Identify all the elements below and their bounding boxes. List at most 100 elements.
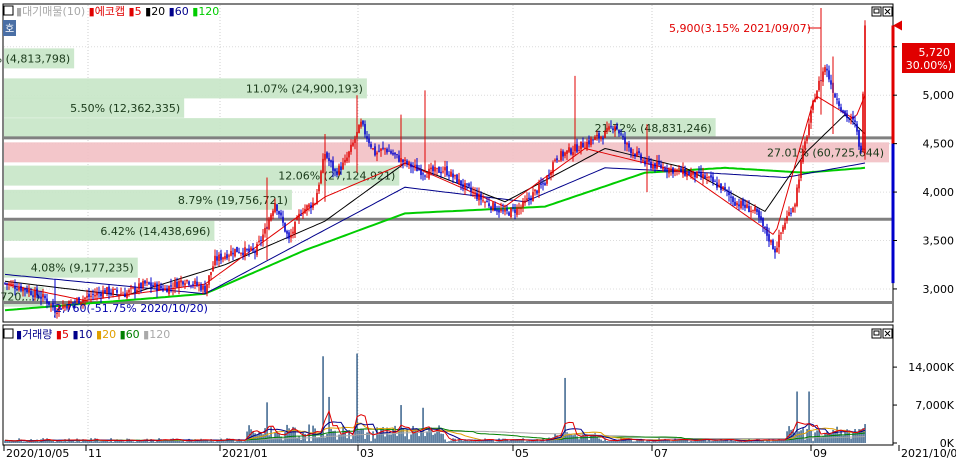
volume-bar-168 [340, 434, 342, 443]
candle-body-244 [492, 202, 494, 211]
candle-body-29 [62, 305, 64, 309]
panel-toggle-icon[interactable] [3, 5, 14, 16]
candle-body-379 [762, 218, 764, 227]
side-button[interactable]: 호 [3, 20, 16, 36]
volume-bar-74 [152, 440, 154, 443]
x-tick-label-1: 11 [88, 447, 102, 460]
candle-body-11 [26, 288, 28, 293]
volume-bar-296 [596, 437, 598, 443]
volume-bar-339 [682, 440, 684, 443]
candle-body-362 [728, 191, 730, 196]
volume-bar-114 [232, 438, 234, 443]
volume-bar-17 [38, 441, 40, 443]
volume-bar-236 [476, 441, 478, 443]
candle-body-205 [414, 164, 416, 166]
volume-bar-16 [36, 439, 38, 443]
volume-bar-286 [576, 436, 578, 443]
candle-body-300 [604, 130, 606, 138]
candle-body-97 [198, 285, 200, 287]
candle-body-287 [578, 150, 580, 152]
candle-body-320 [644, 160, 646, 165]
volume-bar-261 [526, 440, 528, 443]
side-button-box[interactable] [3, 20, 16, 36]
candle-body-89 [182, 281, 184, 285]
candle-body-104 [212, 266, 214, 272]
candle-body-194 [392, 152, 394, 155]
candle-body-116 [236, 246, 238, 253]
side-button-icon[interactable]: 호 [5, 23, 14, 35]
price-tick-label-3: 4,000 [923, 186, 955, 199]
volume-bar-215 [434, 433, 436, 443]
volume-bar-173 [350, 439, 352, 443]
volume-bar-363 [730, 438, 732, 443]
candle-body-49 [102, 290, 104, 298]
candle-body-412 [828, 70, 830, 80]
volume-bar-350 [704, 438, 706, 443]
price-window-buttons [871, 6, 893, 17]
volume-bar-419 [842, 435, 844, 443]
volume-legend-item-2: 10 [79, 328, 93, 341]
volume-bar-404 [812, 441, 814, 443]
volume-bar-357 [718, 440, 720, 443]
volume-bar-366 [736, 441, 738, 443]
price-legend-marker-2: ▮ [125, 5, 135, 18]
volume-bar-209 [422, 407, 424, 443]
volume-bar-175 [354, 425, 356, 443]
volume-bar-237 [478, 439, 480, 443]
volume-bar-344 [692, 441, 694, 443]
candle-body-171 [346, 157, 348, 162]
volume-bar-20 [44, 440, 46, 443]
volume-maximize-button[interactable] [871, 328, 882, 339]
volume-profile-bar-1 [4, 78, 367, 99]
candle-body-318 [640, 154, 642, 160]
volume-bar-93 [190, 439, 192, 443]
candle-body-307 [618, 130, 620, 134]
candle-body-0 [4, 282, 6, 284]
candle-body-51 [106, 287, 108, 294]
candle-body-360 [724, 187, 726, 190]
candle-body-238 [480, 193, 482, 200]
volume-bar-103 [210, 439, 212, 443]
volume-bar-399 [802, 428, 804, 443]
volume-bar-204 [412, 425, 414, 443]
volume-profile-bar-7 [4, 220, 215, 241]
candle-body-422 [848, 117, 850, 119]
candle-body-396 [796, 187, 798, 206]
volume-bar-73 [150, 439, 152, 443]
candle-body-145 [294, 221, 296, 234]
candle-body-306 [616, 125, 618, 129]
volume-profile-bar-8 [4, 257, 138, 278]
candle-body-297 [598, 133, 600, 139]
candle-body-428 [860, 145, 862, 151]
candle-body-380 [764, 226, 766, 228]
volume-panel-toggle-icon[interactable] [3, 328, 14, 339]
volume-bar-29 [62, 441, 64, 443]
volume-bar-182 [368, 430, 370, 443]
candle-body-281 [566, 150, 568, 155]
candle-body-83 [170, 285, 172, 287]
volume-bar-375 [754, 441, 756, 443]
price-maximize-button[interactable] [871, 6, 882, 17]
volume-bar-56 [116, 439, 118, 443]
volume-bar-349 [702, 438, 704, 443]
candle-body-220 [444, 167, 446, 171]
volume-bar-109 [222, 439, 224, 443]
candle-body-363 [730, 196, 732, 198]
price-legend-item-1: 에코캡 [95, 5, 125, 18]
candle-body-373 [750, 210, 752, 212]
volume-bar-348 [700, 440, 702, 443]
candle-body-343 [690, 172, 692, 177]
candle-body-138 [280, 212, 282, 216]
candle-body-10 [24, 288, 26, 291]
candle-body-398 [800, 160, 802, 178]
candle-body-40 [84, 297, 86, 300]
candle-body-392 [788, 212, 790, 216]
candle-body-183 [370, 144, 372, 148]
volume-bar-306 [616, 440, 618, 443]
volume-bar-370 [744, 441, 746, 443]
candle-body-41 [86, 295, 88, 298]
volume-bar-5 [14, 441, 16, 443]
candle-body-378 [760, 216, 762, 220]
candle-body-280 [564, 152, 566, 156]
volume-bar-66 [136, 439, 138, 443]
